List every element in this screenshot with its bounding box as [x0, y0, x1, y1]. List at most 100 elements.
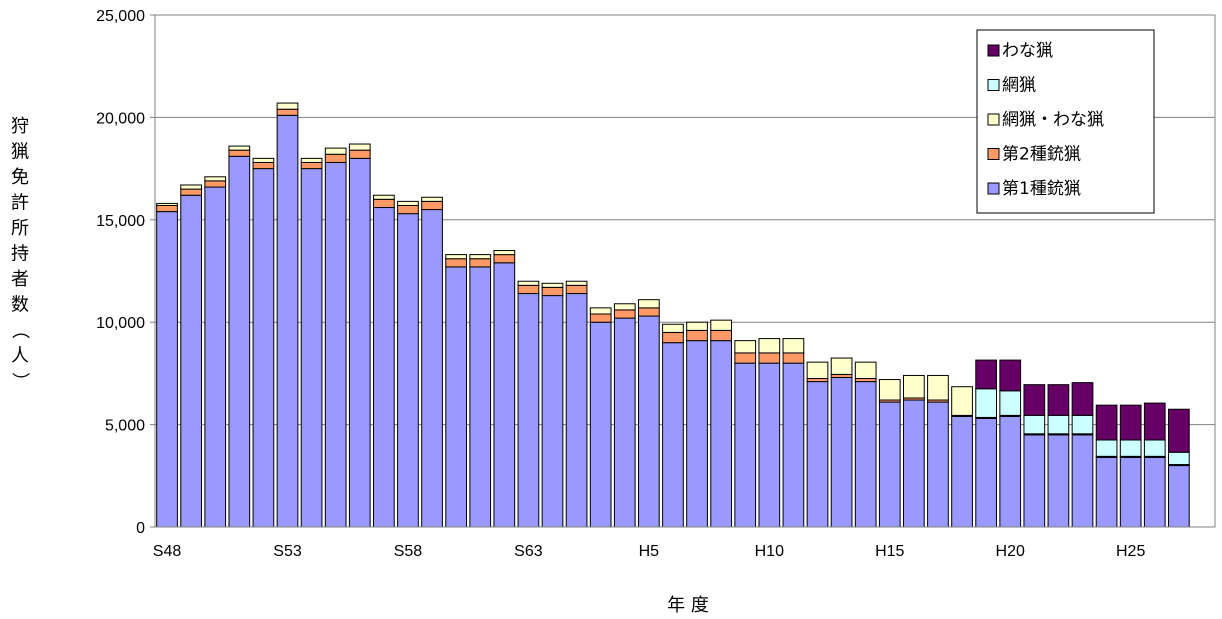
bar-segment: [613, 317, 636, 528]
y-axis-label-char: 狩: [11, 116, 29, 137]
bar-segment: [276, 114, 299, 528]
bar-segment: [397, 204, 419, 215]
bar-stack-H21: [1023, 384, 1046, 528]
bar-segment: [373, 198, 395, 209]
bar-segment: [421, 196, 443, 202]
bar-segment: [589, 307, 612, 315]
bar-segment: [324, 153, 347, 163]
bar-stack-H20: [999, 359, 1022, 528]
bar-segment: [806, 381, 829, 528]
bar-segment: [975, 417, 997, 528]
y-axis-label-char: 所: [11, 218, 29, 239]
y-axis-label-char: ）: [9, 372, 30, 390]
bar-segment: [180, 188, 202, 196]
bar-stack-H22: [1047, 384, 1070, 528]
plot-area-border: [154, 14, 1216, 528]
bar-segment: [156, 202, 178, 206]
legend-label: わな猟: [1002, 41, 1053, 61]
bar-segment: [710, 329, 732, 342]
bar-segment: [927, 401, 949, 528]
bar-segment: [156, 211, 178, 528]
bar-segment: [300, 157, 323, 163]
bar-segment: [541, 282, 564, 288]
bar-segment: [686, 340, 708, 528]
bar-segment: [421, 200, 443, 211]
bar-segment: [565, 293, 588, 528]
x-tick-label: H10: [755, 543, 784, 560]
bar-segment: [734, 340, 757, 354]
bar-stack-H1: [541, 282, 564, 528]
legend-swatch: [987, 148, 1000, 160]
bar-segment: [854, 381, 877, 528]
bar-segment: [975, 359, 997, 390]
bar-segment: [252, 157, 275, 163]
bar-segment: [397, 200, 419, 206]
y-tick-label: 25,000: [96, 8, 145, 25]
bar-segment: [348, 157, 371, 528]
bar-stack-H5: [638, 299, 660, 528]
bar-segment: [1168, 465, 1190, 528]
bar-segment: [204, 176, 227, 182]
bar-segment: [1023, 414, 1046, 435]
bar-segment: [951, 415, 973, 528]
bar-segment: [999, 415, 1022, 528]
bar-stack-H16: [903, 374, 925, 528]
bar-stack-H24: [1095, 404, 1118, 528]
bar-segment: [734, 362, 757, 528]
bar-stack-S54: [300, 157, 323, 528]
bar-stack-H10: [758, 338, 781, 528]
x-tick-label: H20: [996, 543, 1025, 560]
bar-segment: [878, 379, 901, 401]
bar-stack-S49: [180, 184, 202, 528]
x-axis-ticks: S48 S53 S58 S63 H5 H10 H15 H20 H25: [153, 543, 1146, 560]
bar-segment: [638, 299, 660, 309]
bar-segment: [1119, 456, 1142, 528]
bar-stack-H3: [589, 307, 612, 528]
bar-segment: [1047, 414, 1070, 435]
bar-segment: [541, 295, 564, 528]
bar-stack-H27: [1168, 408, 1190, 528]
bar-segment: [1143, 402, 1166, 441]
bar-segment: [927, 374, 949, 401]
y-tick-label: 15,000: [96, 213, 145, 230]
x-tick-label: H25: [1116, 543, 1145, 560]
y-tick-label: 5,000: [105, 418, 145, 435]
bar-segment: [348, 149, 371, 159]
bar-stack-S62: [493, 250, 516, 528]
bar-segment: [710, 319, 732, 331]
bar-segment: [782, 362, 805, 528]
bar-segment: [758, 362, 781, 528]
bar-segment: [1119, 404, 1142, 441]
x-axis-label: 年 度: [667, 595, 709, 616]
bar-segment: [469, 258, 492, 268]
bar-segment: [613, 309, 636, 319]
bar-segment: [180, 184, 202, 190]
bar-stack-H2: [565, 280, 588, 528]
x-tick-label: S58: [394, 543, 423, 560]
bar-segment: [1023, 384, 1046, 416]
bar-segment: [276, 108, 299, 116]
x-tick-label: H5: [639, 543, 660, 560]
bar-stack-H17: [927, 374, 949, 528]
bar-segment: [180, 194, 202, 528]
bar-segment: [903, 374, 925, 399]
bar-segment: [204, 186, 227, 528]
bar-stack-S52: [252, 157, 275, 528]
bar-segment: [541, 286, 564, 297]
bar-segment: [903, 399, 925, 528]
bar-segment: [493, 262, 516, 528]
bar-stack-S60: [445, 254, 467, 528]
bar-segment: [300, 168, 323, 528]
bar-segment: [613, 303, 636, 311]
bar-segment: [445, 266, 467, 528]
bar-stack-S57: [373, 194, 395, 528]
bar-stack-H6: [662, 323, 684, 528]
bar-segment: [469, 266, 492, 528]
bar-segment: [638, 307, 660, 317]
bar-stack-H18: [951, 386, 973, 528]
y-tick-label: 0: [136, 520, 145, 537]
bar-stack-S55: [324, 147, 347, 528]
bar-stack-H25: [1119, 404, 1142, 528]
